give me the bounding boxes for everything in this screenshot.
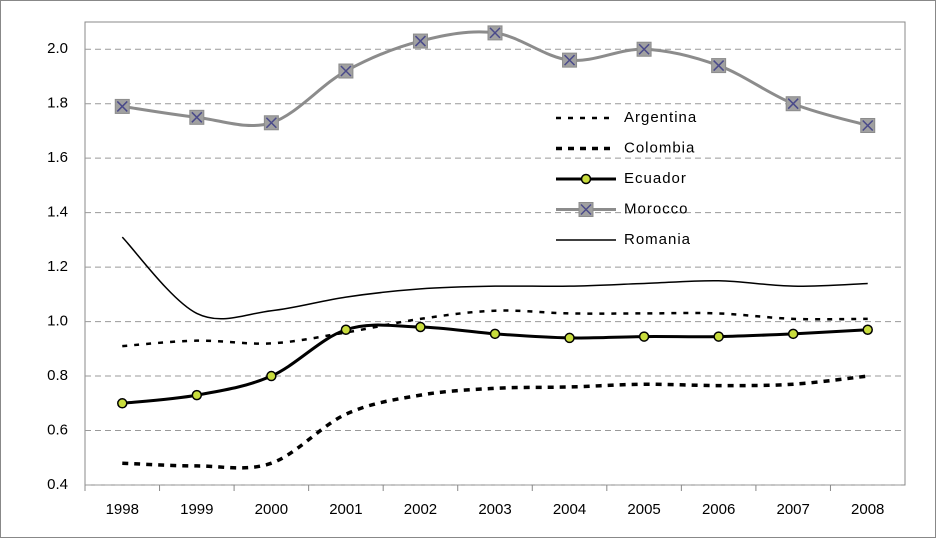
marker: [711, 58, 727, 74]
marker: [578, 202, 594, 217]
marker-x: [489, 27, 501, 39]
x-tick-label: 1998: [106, 501, 139, 518]
marker: [338, 63, 354, 79]
x-tick-label: 2008: [851, 501, 884, 518]
x-tick-label: 2004: [553, 501, 586, 518]
marker: [263, 115, 279, 131]
marker: [860, 117, 876, 133]
marker: [580, 173, 592, 185]
marker-x: [713, 60, 725, 72]
marker-x: [116, 100, 128, 112]
marker-x: [564, 54, 576, 66]
x-tick-label: 1999: [180, 501, 213, 518]
x-tick-label: 2000: [255, 501, 288, 518]
marker-x: [638, 43, 650, 55]
marker: [412, 33, 428, 49]
marker: [638, 331, 650, 342]
y-tick-label: 1.2: [47, 258, 68, 275]
legend-label: Colombia: [624, 139, 695, 156]
x-tick-label: 2007: [776, 501, 809, 518]
marker: [787, 328, 799, 340]
x-tick-label: 2002: [404, 501, 437, 518]
legend-label: Ecuador: [624, 170, 687, 187]
y-tick-label: 1.6: [47, 149, 68, 166]
x-tick-label: 2003: [478, 501, 511, 518]
series-line: [122, 309, 868, 348]
x-tick-label: 2005: [627, 501, 660, 518]
marker-x: [191, 111, 203, 123]
marker: [415, 321, 426, 333]
y-tick-label: 2.0: [47, 40, 68, 57]
x-tick-label: 2001: [329, 501, 362, 518]
marker: [340, 324, 352, 336]
marker: [487, 25, 503, 41]
legend-label: Morocco: [624, 200, 689, 217]
marker-x: [265, 117, 277, 129]
x-tick-label: 2006: [702, 501, 735, 518]
marker-x: [340, 65, 352, 77]
series-line: [121, 236, 868, 320]
marker-x: [787, 98, 799, 110]
marker: [189, 109, 205, 125]
y-tick-label: 1.8: [47, 95, 68, 112]
y-tick-label: 0.4: [47, 476, 68, 493]
marker: [862, 324, 873, 336]
marker-x: [862, 119, 874, 132]
marker: [117, 398, 128, 409]
marker: [785, 96, 801, 112]
y-tick-label: 1.0: [47, 313, 68, 330]
marker-x: [580, 203, 592, 216]
marker: [266, 370, 277, 382]
marker: [713, 331, 724, 342]
y-tick-label: 1.4: [47, 204, 68, 221]
marker: [636, 41, 652, 57]
marker: [489, 328, 501, 340]
marker: [562, 52, 578, 68]
marker-x: [414, 35, 426, 47]
y-tick-label: 0.8: [47, 367, 68, 384]
legend-label: Romania: [624, 231, 691, 248]
legend-label: Argentina: [624, 109, 697, 126]
y-tick-label: 0.6: [47, 421, 68, 438]
marker: [114, 98, 130, 114]
marker: [191, 389, 203, 401]
marker: [564, 332, 575, 344]
